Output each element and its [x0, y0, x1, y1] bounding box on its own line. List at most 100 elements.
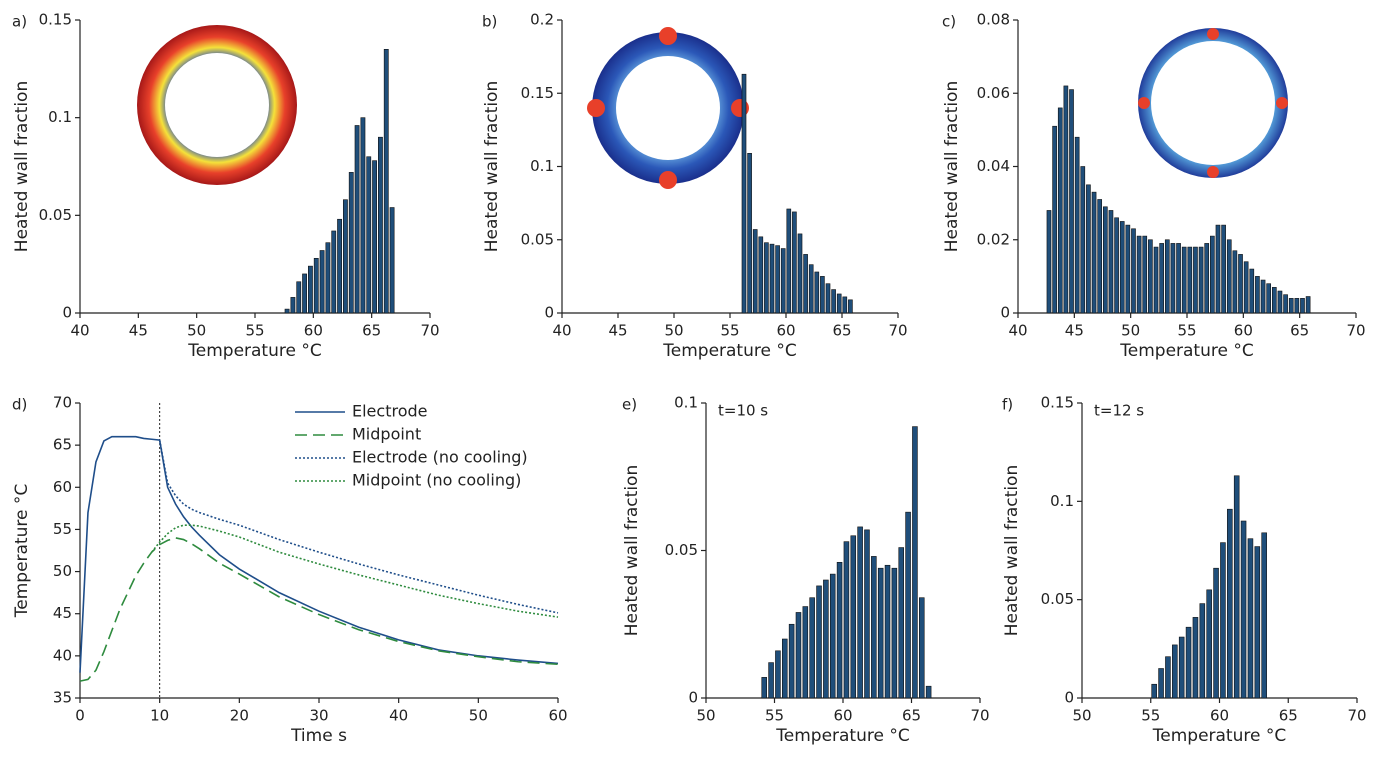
x-tick-label: 70 — [888, 322, 907, 340]
x-axis-label: Time s — [290, 726, 347, 746]
y-tick-label: 60 — [53, 478, 72, 496]
bar — [1300, 298, 1305, 314]
bar — [1198, 246, 1204, 314]
bar — [797, 233, 803, 314]
x-tick-label: 60 — [304, 322, 323, 340]
bar — [360, 117, 366, 314]
x-axis-label: Temperature °C — [1119, 341, 1253, 361]
bar — [1210, 235, 1215, 314]
bar — [1254, 546, 1261, 699]
x-tick-label: 65 — [362, 322, 381, 340]
bar — [1114, 217, 1119, 314]
bar — [1261, 532, 1267, 699]
bar — [795, 612, 802, 699]
x-tick-label: 65 — [1290, 322, 1309, 340]
series-line — [158, 439, 559, 614]
legend-label: Electrode — [352, 402, 427, 421]
y-tick-label: 0.05 — [521, 230, 554, 248]
bar — [1266, 283, 1272, 314]
bar — [823, 579, 829, 699]
bar — [302, 273, 307, 314]
bar — [1226, 239, 1232, 314]
x-tick-label: 70 — [1347, 707, 1366, 725]
hot-spot — [659, 171, 677, 189]
bar — [905, 511, 911, 699]
bar — [1277, 290, 1283, 314]
panel-label: e) — [622, 396, 637, 414]
legend-label: Electrode (no cooling) — [352, 448, 528, 467]
bar — [877, 567, 884, 699]
x-tick-label: 55 — [720, 322, 739, 340]
x-tick-label: 50 — [1072, 707, 1091, 725]
hot-spot — [1138, 97, 1150, 109]
bar — [1080, 166, 1086, 314]
x-tick-label: 60 — [776, 322, 795, 340]
y-axis-label: Heated wall fraction — [12, 81, 32, 252]
bar — [290, 297, 296, 314]
bar — [1255, 276, 1260, 314]
bar — [1046, 210, 1052, 314]
y-tick-label: 0.2 — [530, 11, 554, 29]
bar — [1192, 617, 1199, 699]
bar — [1148, 239, 1153, 314]
bar — [1057, 107, 1063, 314]
bar — [768, 662, 774, 699]
bar — [803, 254, 808, 314]
bar — [325, 242, 331, 314]
bar — [313, 258, 319, 314]
bar — [1193, 246, 1198, 314]
panel: a) 0 0.05 0.1 0.15 40 45 50 55 60 65 70 Temperature … — [12, 11, 440, 362]
x-tick-label: 30 — [309, 707, 328, 725]
panel-label: d) — [12, 396, 27, 414]
y-tick-label: 70 — [53, 394, 72, 412]
annotation: t=12 s — [1094, 402, 1144, 420]
x-axis-label: Temperature °C — [775, 726, 909, 746]
x-tick-label: 40 — [389, 707, 408, 725]
panel: c) 0 0.02 0.04 0.06 0.08 40 45 50 55 60 65 70 Tempera… — [942, 11, 1366, 362]
bar — [1151, 683, 1157, 699]
bar — [831, 289, 836, 314]
y-tick-label: 0 — [688, 689, 698, 707]
bar — [857, 526, 863, 699]
y-axis-label: Heated wall fraction — [942, 81, 962, 252]
y-tick-label: 0.1 — [48, 108, 72, 126]
bar — [747, 153, 752, 314]
bar — [1227, 508, 1233, 699]
y-tick-label: 55 — [53, 520, 72, 538]
bar — [792, 211, 797, 314]
bar — [788, 623, 795, 699]
y-tick-label: 0 — [62, 304, 72, 322]
bar — [1249, 268, 1255, 314]
bar — [802, 606, 809, 699]
panel-label: c) — [942, 13, 956, 31]
bar — [378, 136, 383, 314]
bar — [1091, 191, 1097, 314]
bar — [758, 236, 764, 314]
y-tick-label: 0.1 — [530, 157, 554, 175]
x-tick-label: 60 — [1210, 707, 1229, 725]
bar — [836, 293, 842, 314]
bar — [809, 597, 815, 699]
bar — [1052, 125, 1057, 314]
x-tick-label: 45 — [1065, 322, 1084, 340]
bar — [1181, 246, 1187, 314]
y-tick-label: 0.02 — [977, 230, 1010, 248]
bar — [1176, 243, 1181, 314]
bar — [331, 230, 337, 314]
bar — [1240, 520, 1247, 699]
bar — [1247, 538, 1254, 699]
x-tick-label: 0 — [75, 707, 85, 725]
panel-label: f) — [1002, 396, 1013, 414]
bar — [1221, 224, 1226, 314]
bar — [1204, 243, 1210, 314]
bar — [820, 276, 825, 314]
hot-spot — [1207, 28, 1219, 40]
x-tick-label: 55 — [765, 707, 784, 725]
bar — [1074, 136, 1080, 314]
y-tick-label: 0.08 — [977, 11, 1010, 29]
bar — [808, 264, 814, 314]
bar — [780, 248, 786, 314]
legend-label: Midpoint (no cooling) — [352, 471, 521, 490]
bar — [871, 556, 877, 699]
x-tick-label: 60 — [1234, 322, 1253, 340]
